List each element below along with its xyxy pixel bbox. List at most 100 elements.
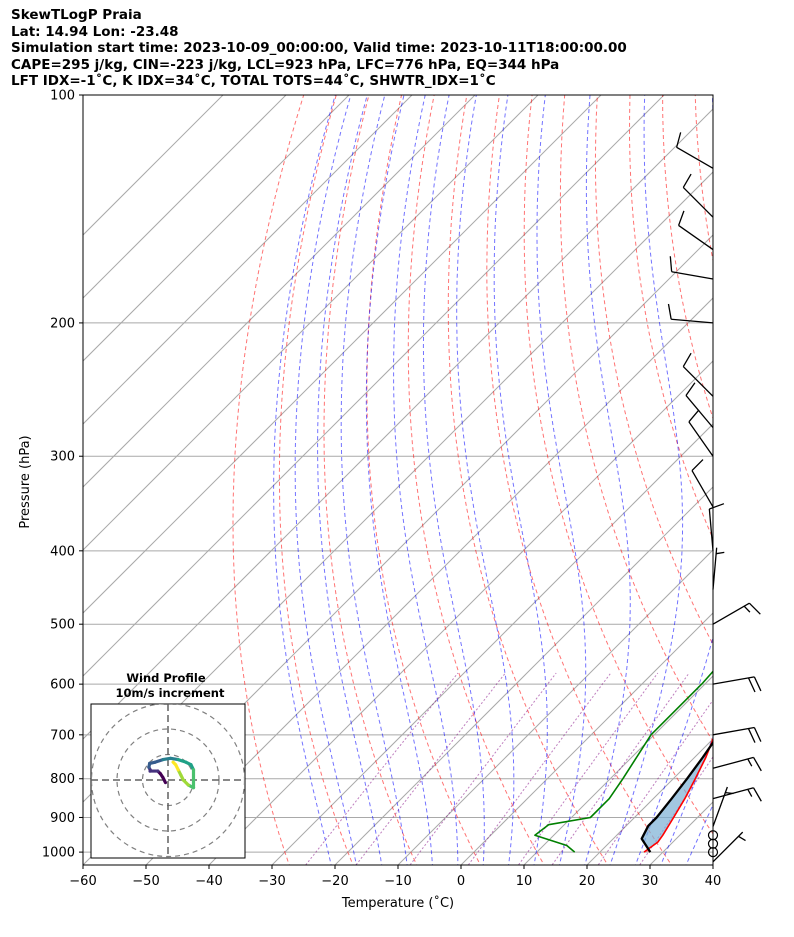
barb-shaft [712, 676, 755, 685]
isotherm-line [83, 95, 665, 677]
mixing-ratio-line [355, 672, 506, 865]
calm-wind-circle [707, 830, 719, 841]
barb-shaft [685, 395, 714, 429]
dry-adiabat-line [407, 95, 545, 865]
x-tick-label: 40 [705, 874, 722, 889]
dry-adiabat-line [278, 95, 354, 865]
chart-header: SkewTLogP Praia Lat: 14.94 Lon: -23.48 S… [11, 7, 627, 90]
barb-shaft [712, 602, 750, 625]
moist-adiabat-line [365, 95, 434, 865]
moist-adiabat-line [609, 95, 684, 865]
y-tick-label: 300 [50, 450, 75, 465]
dry-adiabat-line [594, 95, 713, 646]
barb-flag [667, 303, 672, 320]
isotherm-line [83, 95, 476, 488]
barb-shaft [682, 187, 714, 218]
barb-shaft [678, 224, 714, 251]
isotherm-line [397, 549, 713, 865]
time-line: Simulation start time: 2023-10-09_00:00:… [11, 40, 627, 56]
barb-shaft [712, 831, 744, 863]
x-tick-label: −20 [321, 874, 348, 889]
x-tick-label: 20 [579, 874, 596, 889]
mixing-ratio-line [597, 699, 713, 865]
wind-barb [712, 726, 762, 743]
dry-adiabat-line [662, 95, 713, 420]
barb-shaft [676, 146, 714, 169]
barb-half-flag [747, 789, 753, 797]
wind-barb [707, 830, 719, 841]
dry-adiabat-line [232, 95, 305, 865]
moist-adiabat-line [685, 803, 713, 865]
mixing-ratio-line [517, 672, 659, 865]
barb-flag [753, 727, 762, 742]
moist-adiabat-line [584, 95, 631, 865]
mixing-ratio-line [639, 756, 713, 865]
barb-half-flag [747, 758, 753, 767]
location-line: Lat: 14.94 Lon: -23.48 [11, 23, 179, 40]
barb-flag [675, 132, 682, 148]
hodograph-title: Wind Profile [126, 671, 206, 685]
y-tick-label: 100 [50, 89, 75, 104]
y-tick-label: 800 [50, 772, 75, 787]
y-tick-label: 400 [50, 544, 75, 559]
barb-shaft [671, 271, 714, 280]
chart-title: SkewTLogP Praia [11, 7, 142, 23]
dry-adiabat-line [366, 95, 481, 865]
wind-barb [712, 756, 762, 772]
barb-flag [677, 210, 685, 226]
dry-adiabat-line [559, 95, 713, 743]
wind-barb [669, 256, 714, 280]
barb-shaft [688, 421, 714, 457]
barb-flag [748, 602, 761, 615]
wind-barb [667, 303, 714, 324]
dry-adiabat-line [523, 95, 713, 835]
wind-barb [712, 676, 762, 693]
wind-barb [712, 602, 761, 625]
isotherm-line [83, 95, 413, 425]
y-tick-label: 900 [50, 811, 75, 826]
isotherm-line [83, 95, 539, 551]
x-tick-label: −60 [69, 874, 96, 889]
moist-adiabat-line [536, 95, 587, 865]
barb-flag [685, 382, 696, 396]
y-tick-label: 1000 [42, 846, 75, 861]
moist-adiabat-line [273, 95, 336, 865]
moist-adiabat-line [294, 95, 357, 865]
x-tick-label: −50 [132, 874, 159, 889]
moist-adiabat-line [422, 95, 485, 865]
wind-barb [707, 847, 719, 858]
barb-flag [682, 352, 692, 367]
wind-barb [685, 382, 714, 429]
hodograph-ring [91, 704, 245, 858]
barb-flag [753, 676, 762, 692]
barb-half-flag [743, 605, 751, 613]
moist-adiabat-line [317, 95, 383, 865]
dewpoint-line [534, 670, 713, 853]
barb-flag [709, 503, 725, 510]
barb-shaft [712, 756, 754, 769]
moist-adiabat-line [456, 95, 515, 865]
barb-flag [753, 787, 762, 802]
y-tick-label: 200 [50, 316, 75, 331]
wind-barb [691, 459, 714, 508]
isotherm-line [83, 95, 350, 362]
wind-barb [708, 503, 725, 551]
x-tick-label: 30 [642, 874, 659, 889]
barb-shaft [671, 318, 714, 324]
y-tick-label: 700 [50, 728, 75, 743]
x-tick-label: −30 [258, 874, 285, 889]
mixing-ratio-line [551, 672, 690, 865]
mixing-ratio-line [409, 672, 557, 865]
barb-flag [691, 459, 704, 472]
isotherm-line [271, 423, 713, 865]
isotherm-line [145, 297, 713, 865]
barb-shaft [712, 547, 718, 590]
barb-half-flag [716, 551, 725, 555]
barb-flag [753, 757, 762, 772]
dry-adiabat-line [486, 95, 673, 865]
isotherm-line [208, 360, 713, 865]
barb-shaft [712, 786, 728, 827]
wind-barb [712, 787, 762, 802]
